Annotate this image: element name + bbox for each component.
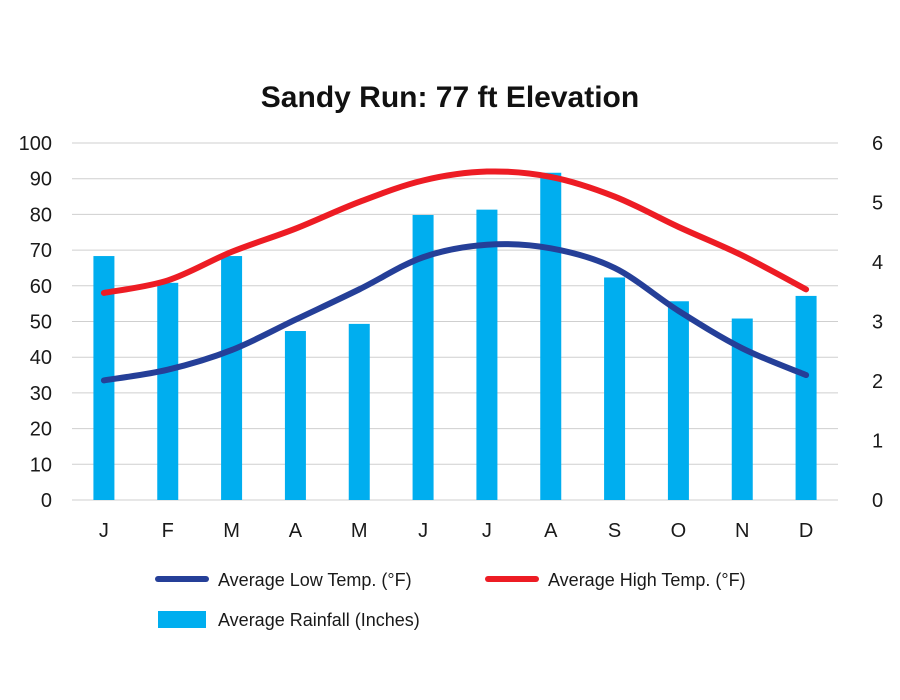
left-tick-label: 30 — [30, 383, 52, 405]
right-tick-label: 2 — [872, 371, 883, 393]
rainfall-bar — [604, 277, 626, 500]
rainfall-bar — [221, 256, 243, 500]
left-tick-label: 60 — [30, 276, 52, 298]
x-tick-label: A — [544, 520, 558, 542]
legend-rainfall-swatch — [158, 611, 206, 628]
rainfall-bars — [93, 172, 817, 500]
left-tick-label: 40 — [30, 347, 52, 369]
x-tick-label: N — [735, 520, 749, 542]
x-tick-label: J — [482, 520, 492, 542]
left-axis-ticks: 0 10 20 30 40 50 60 70 80 90 100 — [19, 133, 52, 512]
rainfall-bar — [348, 323, 370, 500]
legend-rainfall-label: Average Rainfall (Inches) — [218, 610, 420, 630]
left-tick-label: 10 — [30, 454, 52, 476]
x-tick-label: J — [99, 520, 109, 542]
right-tick-label: 3 — [872, 312, 883, 334]
legend-low-temp-label: Average Low Temp. (°F) — [218, 570, 412, 590]
legend: Average Low Temp. (°F) Average High Temp.… — [155, 570, 746, 630]
right-tick-label: 5 — [872, 193, 883, 215]
x-tick-label: O — [671, 520, 687, 542]
x-tick-label: J — [418, 520, 428, 542]
rainfall-bar — [157, 282, 179, 500]
rainfall-bar — [731, 318, 753, 500]
right-axis-ticks: 0 1 2 3 4 5 6 — [872, 133, 883, 512]
left-tick-label: 90 — [30, 169, 52, 191]
rainfall-bar — [284, 331, 306, 500]
left-tick-label: 80 — [30, 204, 52, 226]
left-tick-label: 20 — [30, 419, 52, 441]
right-tick-label: 1 — [872, 431, 883, 453]
high-temp-line — [100, 168, 810, 296]
legend-high-temp-label: Average High Temp. (°F) — [548, 570, 746, 590]
temperature-lines — [100, 168, 810, 384]
rainfall-bar — [667, 301, 689, 500]
gridlines — [72, 142, 838, 501]
rainfall-bar — [476, 209, 498, 500]
left-tick-label: 70 — [30, 240, 52, 262]
rainfall-bar — [412, 214, 434, 500]
rainfall-bar — [795, 295, 817, 500]
x-tick-label: A — [289, 520, 303, 542]
low-temp-line — [100, 241, 810, 384]
x-tick-label: S — [608, 520, 621, 542]
left-tick-label: 100 — [19, 133, 52, 155]
x-tick-label: D — [799, 520, 813, 542]
x-tick-label: M — [351, 520, 368, 542]
rainfall-bar — [540, 172, 562, 500]
right-tick-label: 4 — [872, 252, 883, 274]
right-tick-label: 6 — [872, 133, 883, 155]
left-tick-label: 50 — [30, 312, 52, 334]
chart-title: Sandy Run: 77 ft Elevation — [261, 81, 639, 114]
x-tick-label: M — [223, 520, 240, 542]
right-tick-label: 0 — [872, 490, 883, 512]
x-tick-label: F — [162, 520, 174, 542]
left-tick-label: 0 — [41, 490, 52, 512]
